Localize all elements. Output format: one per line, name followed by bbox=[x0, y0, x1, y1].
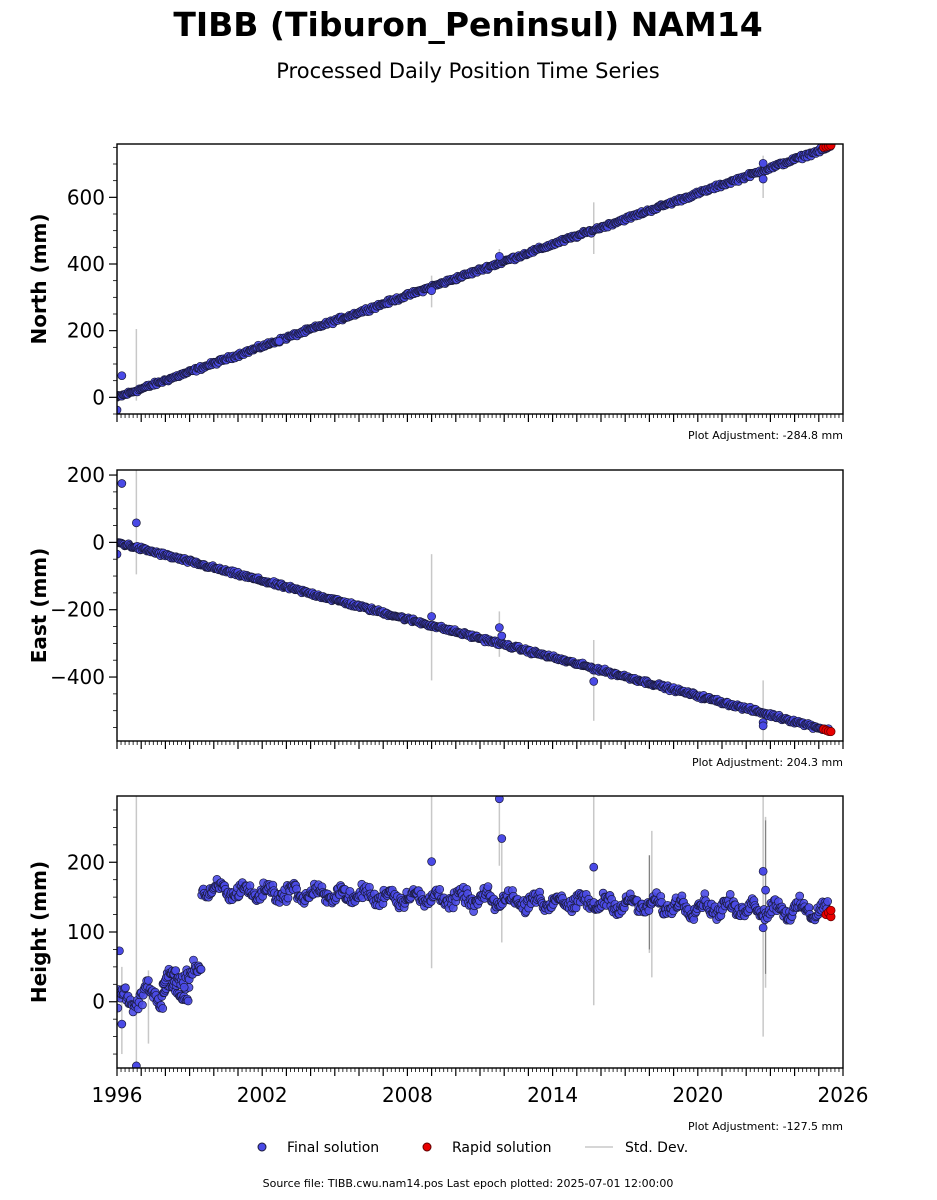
final-solution-point bbox=[117, 946, 124, 956]
final-solution-point bbox=[725, 889, 735, 899]
final-solution-point bbox=[495, 251, 504, 261]
plot-frame bbox=[116, 795, 844, 1069]
final-solution-point bbox=[823, 897, 832, 906]
final-solution-point bbox=[497, 834, 507, 843]
y-tick-label: 600 bbox=[67, 185, 105, 209]
panel-height: 0 100 200 1996 2002 2008 2014 2020 2026 Height (m… bbox=[27, 795, 868, 1133]
final-solution-point bbox=[589, 862, 599, 872]
x-tick-label: 2026 bbox=[818, 1083, 869, 1107]
final-solution-point bbox=[795, 891, 805, 901]
y-axis-label: East (mm) bbox=[27, 548, 51, 664]
rapid-solution-point bbox=[826, 905, 836, 915]
y-tick-label: 400 bbox=[67, 252, 105, 276]
plot-area bbox=[117, 796, 836, 1068]
final-solution-point bbox=[117, 479, 127, 488]
final-solution-point bbox=[143, 976, 153, 985]
y-tick-label: 200 bbox=[67, 850, 105, 874]
final-solution-point bbox=[758, 721, 768, 731]
y-tick-label: 100 bbox=[67, 920, 105, 944]
final-solution-point bbox=[758, 158, 768, 168]
y-tick-label: 200 bbox=[67, 463, 105, 487]
rapid-solution-point bbox=[826, 727, 836, 737]
final-solution-point bbox=[758, 174, 768, 184]
x-tick-label: 2014 bbox=[527, 1083, 578, 1107]
final-solution-point bbox=[758, 866, 768, 876]
plot-adjustment: Plot Adjustment: 204.3 mm bbox=[692, 756, 843, 769]
y-tick-label: −200 bbox=[50, 598, 105, 622]
y-tick-label: 0 bbox=[92, 530, 105, 554]
x-tick-label: 2002 bbox=[237, 1083, 288, 1107]
final-solution-point bbox=[274, 336, 284, 346]
y-tick-label: −400 bbox=[50, 665, 105, 689]
plot-adjustment: Plot Adjustment: -284.8 mm bbox=[688, 429, 843, 442]
final-solution-point bbox=[483, 882, 493, 891]
legend-rapid-marker bbox=[422, 1142, 432, 1152]
y-axis-label: North (mm) bbox=[27, 213, 51, 344]
y-tick-label: 0 bbox=[92, 990, 105, 1014]
final-solution-point bbox=[427, 612, 436, 621]
final-solution-point bbox=[589, 677, 599, 686]
final-solution-point bbox=[435, 885, 445, 894]
final-solution-point bbox=[117, 1003, 123, 1013]
final-solution-point bbox=[497, 631, 507, 641]
final-solution-point bbox=[427, 286, 436, 296]
x-tick-label: 2008 bbox=[382, 1083, 433, 1107]
figure-subtitle: Processed Daily Position Time Series bbox=[276, 59, 660, 83]
legend-std-label: Std. Dev. bbox=[625, 1140, 688, 1156]
final-solution-point bbox=[196, 964, 206, 974]
final-solution-point bbox=[138, 1000, 147, 1010]
final-solution-point bbox=[117, 371, 127, 381]
final-solution-point bbox=[132, 518, 141, 528]
y-tick-label: 200 bbox=[67, 319, 105, 343]
final-solution-point bbox=[283, 893, 293, 903]
x-tick-label: 2020 bbox=[672, 1083, 723, 1107]
legend-final-label: Final solution bbox=[287, 1140, 379, 1156]
y-axis-label: Height (mm) bbox=[27, 861, 51, 1003]
legend-rapid-label: Rapid solution bbox=[452, 1140, 552, 1156]
final-solution-point bbox=[758, 923, 768, 933]
source-note: Source file: TIBB.cwu.nam14.pos Last epo… bbox=[263, 1177, 674, 1190]
final-solution-point bbox=[117, 549, 122, 559]
rapid-solution-point bbox=[826, 144, 836, 150]
final-solution-point bbox=[427, 857, 436, 866]
final-solution-point bbox=[179, 982, 189, 992]
final-solution-point bbox=[121, 983, 130, 993]
figure-title: TIBB (Tiburon_Peninsul) NAM14 bbox=[173, 5, 762, 44]
final-solution-point bbox=[495, 623, 504, 632]
plot-adjustment: Plot Adjustment: -127.5 mm bbox=[688, 1120, 843, 1133]
y-tick-label: 0 bbox=[92, 385, 105, 409]
final-solution-point bbox=[183, 996, 193, 1006]
plot-area bbox=[117, 144, 836, 414]
final-solution-point bbox=[761, 885, 770, 895]
legend: Final solution Rapid solution Std. Dev. bbox=[257, 1140, 688, 1156]
plot-area bbox=[117, 470, 836, 741]
final-solution-point bbox=[495, 796, 504, 804]
legend-final-marker bbox=[257, 1142, 267, 1152]
x-tick-label: 1996 bbox=[92, 1083, 143, 1107]
panel-north: 0 200 400 600 North (mm) Plot Adjustment: -28… bbox=[27, 143, 844, 442]
final-solution-point bbox=[132, 1061, 141, 1068]
panels: 0 200 400 600 North (mm) Plot Adjustment: -28… bbox=[27, 143, 868, 1133]
final-solution-point bbox=[117, 1019, 127, 1029]
final-solution-point bbox=[158, 1004, 168, 1013]
final-solution-point bbox=[117, 405, 122, 414]
